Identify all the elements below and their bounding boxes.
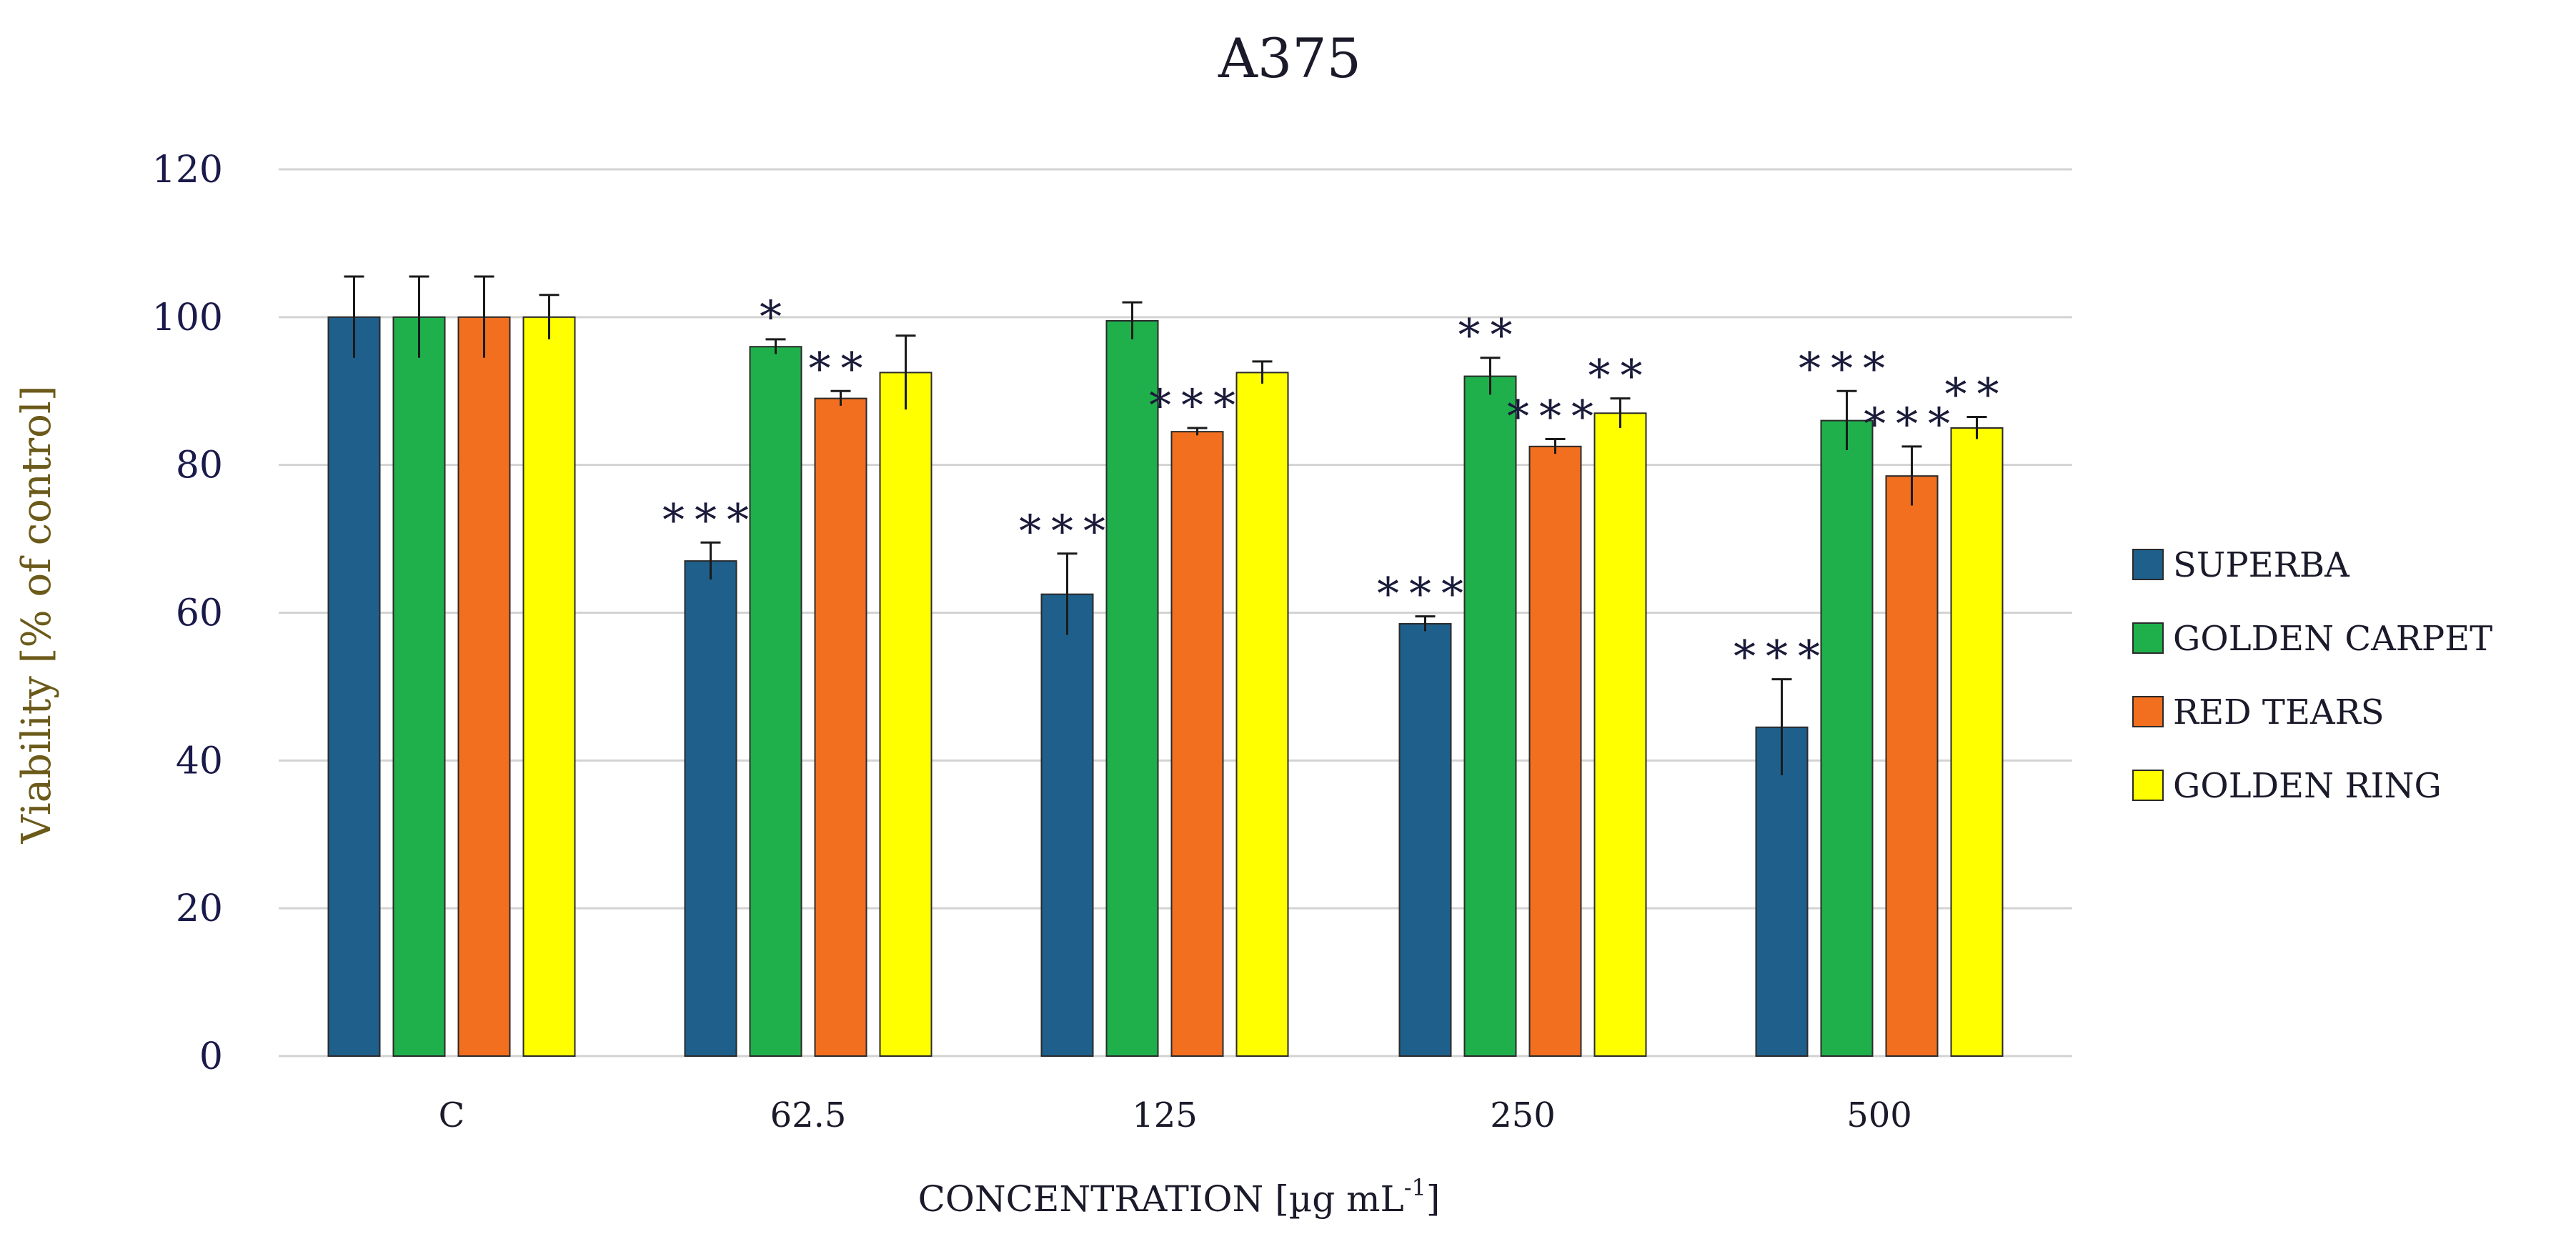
significance-markers: ********************************* [662, 291, 2009, 683]
legend: SUPERBA GOLDEN CARPET RED TEARS GOLDEN RING [2132, 545, 2492, 806]
error-bar-superba-250 [1415, 615, 1436, 632]
chart-title: A375 [1218, 26, 1361, 90]
significance-golden-carpet-500: *** [1799, 342, 1895, 394]
legend-swatch [2132, 549, 2164, 580]
bar-golden-carpet-62.5 [749, 346, 802, 1057]
error-bar-superba-62.5 [700, 541, 721, 579]
bar-golden-carpet-500 [1820, 419, 1874, 1057]
bar-golden-ring-C [522, 316, 576, 1057]
error-bar-golden-carpet-C [409, 275, 429, 358]
legend-item-red-tears: RED TEARS [2132, 692, 2384, 732]
y-axis-ticks: 0 20 40 60 80 100 120 [152, 149, 223, 1078]
bar-golden-carpet-125 [1105, 320, 1159, 1058]
x-axis-ticks: C 62.5 125 250 500 [439, 1095, 1912, 1135]
error-bar-golden-ring-250 [1610, 397, 1631, 428]
error-bar-golden-carpet-125 [1122, 301, 1143, 339]
x-tick-label: 62.5 [770, 1095, 847, 1135]
significance-golden-ring-500: ** [1945, 368, 2009, 420]
bar-golden-ring-125 [1235, 372, 1289, 1057]
bar-red-tears-C [457, 316, 511, 1057]
bar-red-tears-250 [1528, 445, 1582, 1057]
error-bar-superba-C [344, 275, 364, 358]
x-tick-label: C [439, 1095, 465, 1135]
error-bar-golden-ring-500 [1966, 415, 1987, 439]
x-tick-label: 250 [1490, 1095, 1556, 1135]
y-tick-label: 80 [176, 444, 223, 487]
bar-red-tears-500 [1885, 475, 1939, 1057]
significance-superba-62.5: *** [662, 494, 759, 546]
bar-superba-500 [1755, 726, 1809, 1057]
bar-superba-250 [1398, 623, 1452, 1057]
error-bar-red-tears-500 [1901, 445, 1922, 506]
y-tick-label: 40 [176, 740, 223, 782]
legend-label: GOLDEN CARPET [2173, 619, 2492, 659]
x-axis-label: CONCENTRATION [µg mL-1] [918, 1174, 1441, 1220]
legend-swatch [2132, 770, 2164, 801]
x-axis-label-superscript: -1 [1404, 1174, 1426, 1201]
significance-superba-250: *** [1377, 568, 1473, 620]
bar-golden-ring-62.5 [879, 372, 933, 1057]
significance-red-tears-500: *** [1864, 398, 1960, 450]
bar-golden-carpet-250 [1463, 375, 1517, 1057]
error-bar-golden-carpet-62.5 [765, 338, 786, 354]
y-axis-label: Viability [% of control] [14, 385, 60, 844]
error-bar-golden-carpet-500 [1836, 389, 1857, 450]
legend-item-golden-carpet: GOLDEN CARPET [2132, 619, 2492, 659]
significance-golden-ring-250: ** [1588, 350, 1653, 402]
significance-superba-500: *** [1734, 631, 1830, 683]
y-tick-label: 100 [152, 297, 223, 339]
bar-superba-62.5 [684, 560, 737, 1057]
legend-label: SUPERBA [2173, 545, 2350, 585]
error-bar-golden-carpet-250 [1480, 357, 1501, 395]
error-bar-red-tears-62.5 [830, 389, 851, 406]
x-axis-label-main: CONCENTRATION [µg mL [918, 1178, 1404, 1220]
x-axis-label-end: ] [1426, 1178, 1441, 1220]
legend-item-superba: SUPERBA [2132, 545, 2350, 585]
legend-label: RED TEARS [2173, 692, 2384, 732]
bar-golden-carpet-C [392, 316, 446, 1057]
significance-red-tears-250: *** [1507, 390, 1603, 442]
legend-swatch [2132, 696, 2164, 727]
significance-red-tears-125: *** [1149, 379, 1245, 432]
x-tick-label: 125 [1132, 1095, 1198, 1135]
y-tick-label: 0 [199, 1035, 223, 1078]
significance-red-tears-62.5: ** [809, 342, 873, 394]
error-bar-golden-ring-125 [1252, 360, 1273, 384]
legend-swatch [2132, 622, 2164, 654]
error-bar-red-tears-125 [1187, 427, 1208, 436]
legend-label: GOLDEN RING [2173, 766, 2442, 806]
y-tick-label: 60 [176, 592, 223, 635]
error-bar-superba-125 [1057, 552, 1078, 635]
bar-superba-C [327, 316, 381, 1057]
error-bar-golden-ring-C [539, 294, 560, 339]
y-tick-label: 120 [152, 149, 223, 191]
error-bar-golden-ring-62.5 [895, 334, 916, 410]
bar-golden-ring-500 [1950, 427, 2004, 1057]
bars [327, 316, 2004, 1058]
bar-red-tears-62.5 [814, 397, 867, 1057]
bar-superba-125 [1040, 593, 1094, 1057]
significance-superba-125: *** [1019, 505, 1115, 557]
significance-golden-carpet-250: ** [1458, 309, 1523, 362]
y-tick-label: 20 [176, 887, 223, 930]
significance-golden-carpet-62.5: * [760, 291, 792, 343]
error-bar-superba-500 [1771, 678, 1792, 776]
bar-golden-ring-250 [1593, 412, 1647, 1057]
error-bar-red-tears-250 [1545, 437, 1566, 454]
bar-red-tears-125 [1170, 431, 1224, 1057]
error-bars [344, 275, 1987, 776]
error-bar-red-tears-C [474, 275, 494, 358]
legend-item-golden-ring: GOLDEN RING [2132, 766, 2442, 806]
x-tick-label: 500 [1846, 1095, 1912, 1135]
